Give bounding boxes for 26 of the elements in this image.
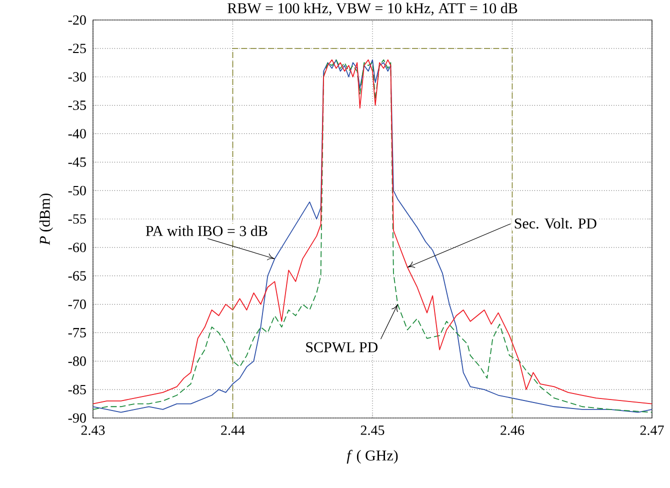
y-axis-title: P (dBm) <box>39 194 53 246</box>
y-tick-label: -35 <box>68 100 86 110</box>
annotation: SCPWL PD <box>306 342 378 352</box>
annotation: PA with IBO = 3 dB <box>146 226 268 236</box>
x-tick-label: 2.46 <box>500 426 524 436</box>
y-tick-label: -65 <box>68 271 86 281</box>
y-tick-label: -85 <box>68 384 86 394</box>
y-tick-label: -40 <box>68 128 86 138</box>
annotation: Sec. Volt. PD <box>514 218 596 229</box>
y-tick-label: -90 <box>68 413 86 423</box>
y-tick-label: -60 <box>68 242 86 252</box>
y-tick-label: -45 <box>68 157 86 167</box>
y-tick-label: -80 <box>68 356 86 366</box>
x-tick-label: 2.47 <box>640 426 664 436</box>
y-tick-label: -30 <box>68 72 86 82</box>
y-tick-label: -25 <box>68 44 86 54</box>
y-tick-label: -20 <box>68 15 86 25</box>
x-tick-label: 2.43 <box>81 426 105 436</box>
x-tick-label: 2.44 <box>221 426 245 436</box>
x-axis-title: f ( GHz) <box>346 450 398 464</box>
y-tick-label: -75 <box>68 328 86 338</box>
y-tick-label: -70 <box>68 300 86 310</box>
chart-title: RBW = 100 kHz, VBW = 10 kHz, ATT = 10 dB <box>228 2 518 16</box>
y-tick-label: -50 <box>68 186 86 196</box>
x-tick-label: 2.45 <box>360 426 384 436</box>
y-tick-label: -55 <box>68 214 86 224</box>
